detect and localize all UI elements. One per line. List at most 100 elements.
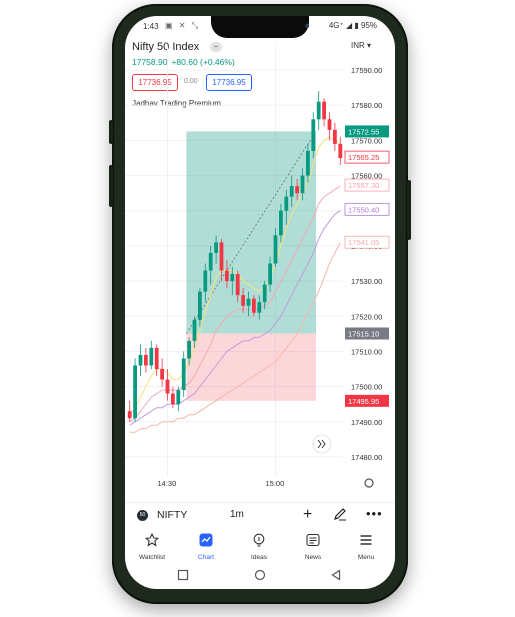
candle-body <box>187 340 191 359</box>
price-change: +80.60 (+0.46%) <box>171 57 235 67</box>
price-tag <box>344 235 390 249</box>
candle-body <box>219 242 224 271</box>
position-path-line <box>186 131 317 334</box>
x-axis-tick-label: 14:30 <box>158 479 177 488</box>
price-tag <box>344 178 390 192</box>
candle-body <box>192 319 197 341</box>
candle-body <box>165 379 170 394</box>
nav-ideas[interactable]: Ideas <box>236 530 282 561</box>
candle-body <box>230 274 235 282</box>
drawing-pen-icon[interactable] <box>333 507 347 521</box>
currency-selector[interactable]: INR ▾ <box>351 41 372 50</box>
candle-body <box>246 298 251 306</box>
price-tag-label: 17541.05 <box>348 238 379 247</box>
candle-body <box>241 295 245 306</box>
buy-button[interactable]: 17736.95 <box>206 74 252 91</box>
menu-icon <box>360 535 372 545</box>
back-icon[interactable] <box>330 569 342 581</box>
candle-body <box>316 101 321 120</box>
nav-news[interactable]: News <box>290 530 336 561</box>
indicator-label[interactable]: Jadhav Trading Premium <box>132 99 221 108</box>
symbol-title[interactable]: Nifty 50 Index <box>132 41 200 53</box>
candle-body <box>133 365 137 419</box>
candle-body <box>289 186 294 197</box>
news-icon <box>306 533 320 547</box>
candle-body <box>149 347 154 366</box>
y-axis-tick-label: 17560.00 <box>351 172 382 181</box>
status-bar: 1:43 ▣ ✕ ⤡ 4G⁺ ◢ ▮ 95% <box>125 16 395 36</box>
candle-body <box>311 119 316 151</box>
nav-label-ideas: Ideas <box>251 554 267 561</box>
price-tag-label: 17495.95 <box>348 397 379 406</box>
candle-body <box>203 270 208 292</box>
spread-value: 0.00 <box>184 78 198 85</box>
price-line: 17758.90 +80.60 (+0.46%) <box>132 57 235 67</box>
moving-average-line-1 <box>129 136 341 416</box>
candle-body <box>306 150 310 176</box>
y-axis-tick-label: 17480.00 <box>351 453 382 462</box>
candle-body <box>171 393 175 405</box>
price-tag <box>345 394 389 407</box>
more-icon[interactable]: ••• <box>366 506 383 521</box>
home-icon[interactable] <box>254 569 266 581</box>
nav-watchlist[interactable]: Watchlist <box>129 530 175 561</box>
price-tag-label: 17515.10 <box>348 329 379 338</box>
candle-body <box>127 411 132 419</box>
y-axis-tick-label: 17510.00 <box>351 347 382 356</box>
candle-body <box>268 263 272 285</box>
scroll-to-realtime-button[interactable] <box>312 434 332 454</box>
chart-toolbar: 50 NIFTY 1m + ••• <box>125 502 395 529</box>
phone-screen: 1:43 ▣ ✕ ⤡ 4G⁺ ◢ ▮ 95% Nifty 50 Index − … <box>125 16 395 589</box>
y-axis-tick-label: 17580.00 <box>351 101 382 110</box>
candle-body <box>262 284 267 303</box>
moving-average-line-2 <box>129 185 341 423</box>
candle-body <box>327 119 332 130</box>
ideas-icon <box>253 533 265 547</box>
candle-body <box>257 302 262 313</box>
price-tag-label: 17572.55 <box>348 127 379 136</box>
candle-body <box>338 143 343 158</box>
candle-body <box>300 175 305 194</box>
y-axis-tick-label: 17530.00 <box>351 277 382 286</box>
star-icon <box>144 532 160 547</box>
system-navigation-bar <box>125 566 395 586</box>
candle-body <box>295 186 299 194</box>
sell-button[interactable]: 17736.95 <box>132 74 178 91</box>
nav-menu[interactable]: Menu <box>343 530 389 561</box>
candle-body <box>273 235 278 264</box>
nav-chart[interactable]: Chart <box>183 530 229 561</box>
x-axis-tick-label: 15:00 <box>266 479 285 488</box>
add-icon[interactable]: + <box>303 506 313 523</box>
chart-icon <box>199 533 213 547</box>
candle-body <box>144 354 148 366</box>
y-axis-tick-label: 17570.00 <box>351 136 382 145</box>
candle-body <box>284 196 289 211</box>
y-axis-tick-label: 17490.00 <box>351 418 382 427</box>
price-tag <box>344 150 390 164</box>
candle-body <box>279 210 283 236</box>
candle-body <box>214 242 218 253</box>
camera-notch <box>211 16 309 38</box>
y-axis-tick-label: 17520.00 <box>351 312 382 321</box>
symbol-selector[interactable]: NIFTY <box>157 509 188 521</box>
volume-button-2 <box>109 165 113 207</box>
price-tag-label: 17565.25 <box>348 153 379 162</box>
candle-body <box>208 252 213 271</box>
candle-body <box>176 390 181 405</box>
moving-average-line-4 <box>129 242 341 433</box>
settings-gear-icon[interactable] <box>364 478 374 488</box>
candle-body <box>160 369 164 380</box>
price-chart[interactable]: 17590.0017580.0017570.0017560.0017550.00… <box>125 16 395 502</box>
price-tag <box>345 125 389 138</box>
price-tag <box>345 327 389 340</box>
candle-body <box>333 129 337 144</box>
recents-icon[interactable] <box>177 569 189 581</box>
nav-label-menu: Menu <box>357 554 375 561</box>
double-chevron-right-icon <box>317 439 326 449</box>
nav-label-watchlist: Watchlist <box>138 554 166 561</box>
collapse-badge[interactable]: − <box>210 42 222 52</box>
interval-selector[interactable]: 1m <box>230 509 244 520</box>
position-loss-zone <box>186 333 316 401</box>
moving-average-line-3 <box>129 210 341 426</box>
candle-body <box>235 274 240 296</box>
